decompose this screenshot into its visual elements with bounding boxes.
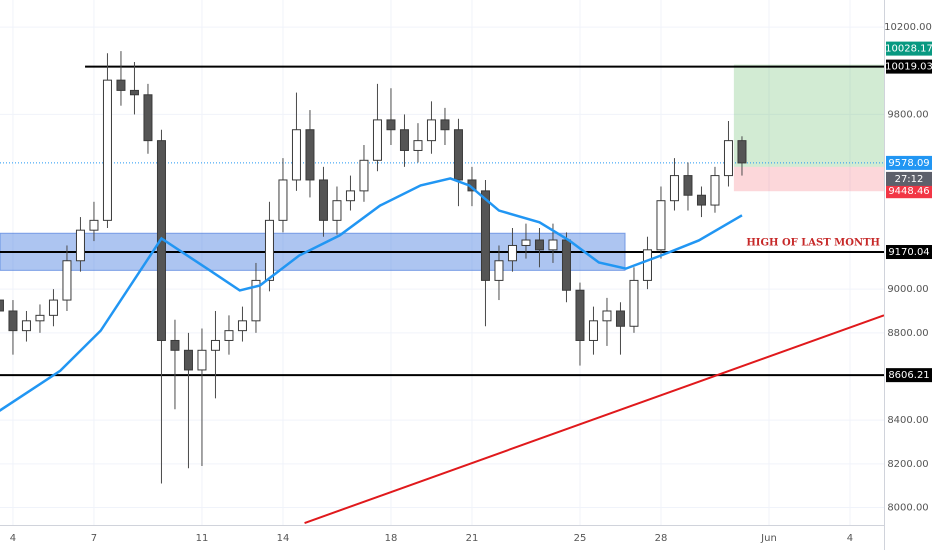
candle-body — [642, 249, 652, 281]
candle-body — [251, 279, 261, 322]
x-tick-label: 18 — [385, 533, 398, 544]
candle-body — [413, 140, 423, 151]
candle-body — [237, 320, 247, 332]
candle-body — [224, 330, 234, 341]
level-label-box — [886, 59, 932, 74]
y-tick-label: 9800.00 — [887, 109, 928, 120]
candle-body — [8, 310, 18, 332]
level-label: 8606.21 — [888, 370, 929, 381]
candle-body — [278, 179, 288, 221]
x-tick-label: 4 — [847, 533, 853, 544]
x-tick-label: 21 — [466, 533, 479, 544]
x-tick-label: 4 — [10, 533, 16, 544]
stop-zone — [733, 166, 884, 192]
candle-body — [75, 229, 85, 262]
candle-body — [453, 129, 463, 181]
y-tick-label: 9000.00 — [887, 284, 928, 295]
candle-body — [723, 140, 733, 177]
candle-body — [210, 339, 220, 351]
candle-body — [0, 299, 4, 312]
candle-body — [62, 260, 72, 301]
candle-body — [305, 129, 315, 181]
candle-body — [615, 310, 625, 327]
plot-area: HIGH OF LAST MONTH — [0, 0, 885, 525]
moving-average — [0, 177, 743, 412]
candle-body — [291, 129, 301, 181]
level-label: 10019.03 — [885, 62, 932, 73]
candle-body — [89, 219, 99, 231]
x-tick-label: 28 — [655, 533, 668, 544]
candle-body — [264, 219, 274, 281]
countdown-box — [886, 171, 932, 186]
y-tick-label: 8000.00 — [887, 503, 928, 514]
candle-body — [359, 159, 369, 192]
x-tick-label: 25 — [574, 533, 587, 544]
candle-body — [588, 320, 598, 341]
candle-body — [696, 194, 706, 206]
target-label-box — [886, 41, 932, 56]
candle-body — [183, 349, 193, 371]
current-price-label-box — [886, 155, 932, 170]
candle-body — [440, 119, 450, 131]
candle-body — [48, 299, 58, 316]
candle-body — [399, 129, 409, 151]
countdown: 27:12 — [895, 174, 924, 185]
target-zone — [733, 64, 884, 167]
y-tick-label: 8200.00 — [887, 459, 928, 470]
stop-label: 9448.46 — [888, 186, 929, 197]
candle-body — [737, 140, 747, 164]
level-label-box — [886, 368, 932, 383]
trendline — [304, 314, 885, 524]
y-tick-label: 8800.00 — [887, 328, 928, 339]
x-tick-label: 14 — [277, 533, 290, 544]
annotation: HIGH OF LAST MONTH — [746, 238, 880, 249]
candle-body — [710, 175, 720, 206]
level-label: 9170.04 — [888, 247, 929, 258]
candle-body — [548, 239, 558, 251]
candle-body — [197, 349, 207, 371]
candle-body — [102, 79, 112, 221]
candle-body — [480, 190, 490, 281]
level-label-box — [886, 245, 932, 260]
candle-body — [332, 200, 342, 221]
candle-body — [629, 279, 639, 327]
candle-body — [656, 200, 666, 251]
candle-body — [575, 289, 585, 341]
candle-body — [318, 179, 328, 221]
y-tick-label: 10200.00 — [884, 22, 932, 33]
candle-body — [521, 239, 531, 246]
candle-body — [170, 339, 180, 351]
candle-body — [372, 119, 382, 161]
candle-body — [602, 310, 612, 322]
candle-body — [21, 320, 31, 332]
candle-body — [116, 79, 126, 91]
target-label: 10028.17 — [885, 44, 932, 55]
x-tick-label: 7 — [91, 533, 97, 544]
candle-body — [507, 244, 517, 262]
y-tick-label: 8400.00 — [887, 415, 928, 426]
candle-body — [143, 94, 153, 142]
stop-label-box — [886, 184, 932, 199]
candle-body — [345, 190, 355, 202]
candle-body — [386, 119, 396, 131]
candle-body — [129, 89, 139, 96]
axes: 8000.00 8200.00 8400.00 8800.00 9000.00 9800.… — [10, 22, 932, 544]
candle-body — [669, 175, 679, 202]
candle-body — [494, 260, 504, 281]
candle-body — [426, 119, 436, 142]
current-price-label: 9578.09 — [888, 158, 929, 169]
candle-body — [35, 314, 45, 322]
candle-body — [534, 239, 544, 251]
x-tick-label: 11 — [196, 533, 209, 544]
candle-body — [561, 239, 571, 291]
candle-body — [683, 175, 693, 196]
x-tick-label: Jun — [760, 533, 777, 544]
